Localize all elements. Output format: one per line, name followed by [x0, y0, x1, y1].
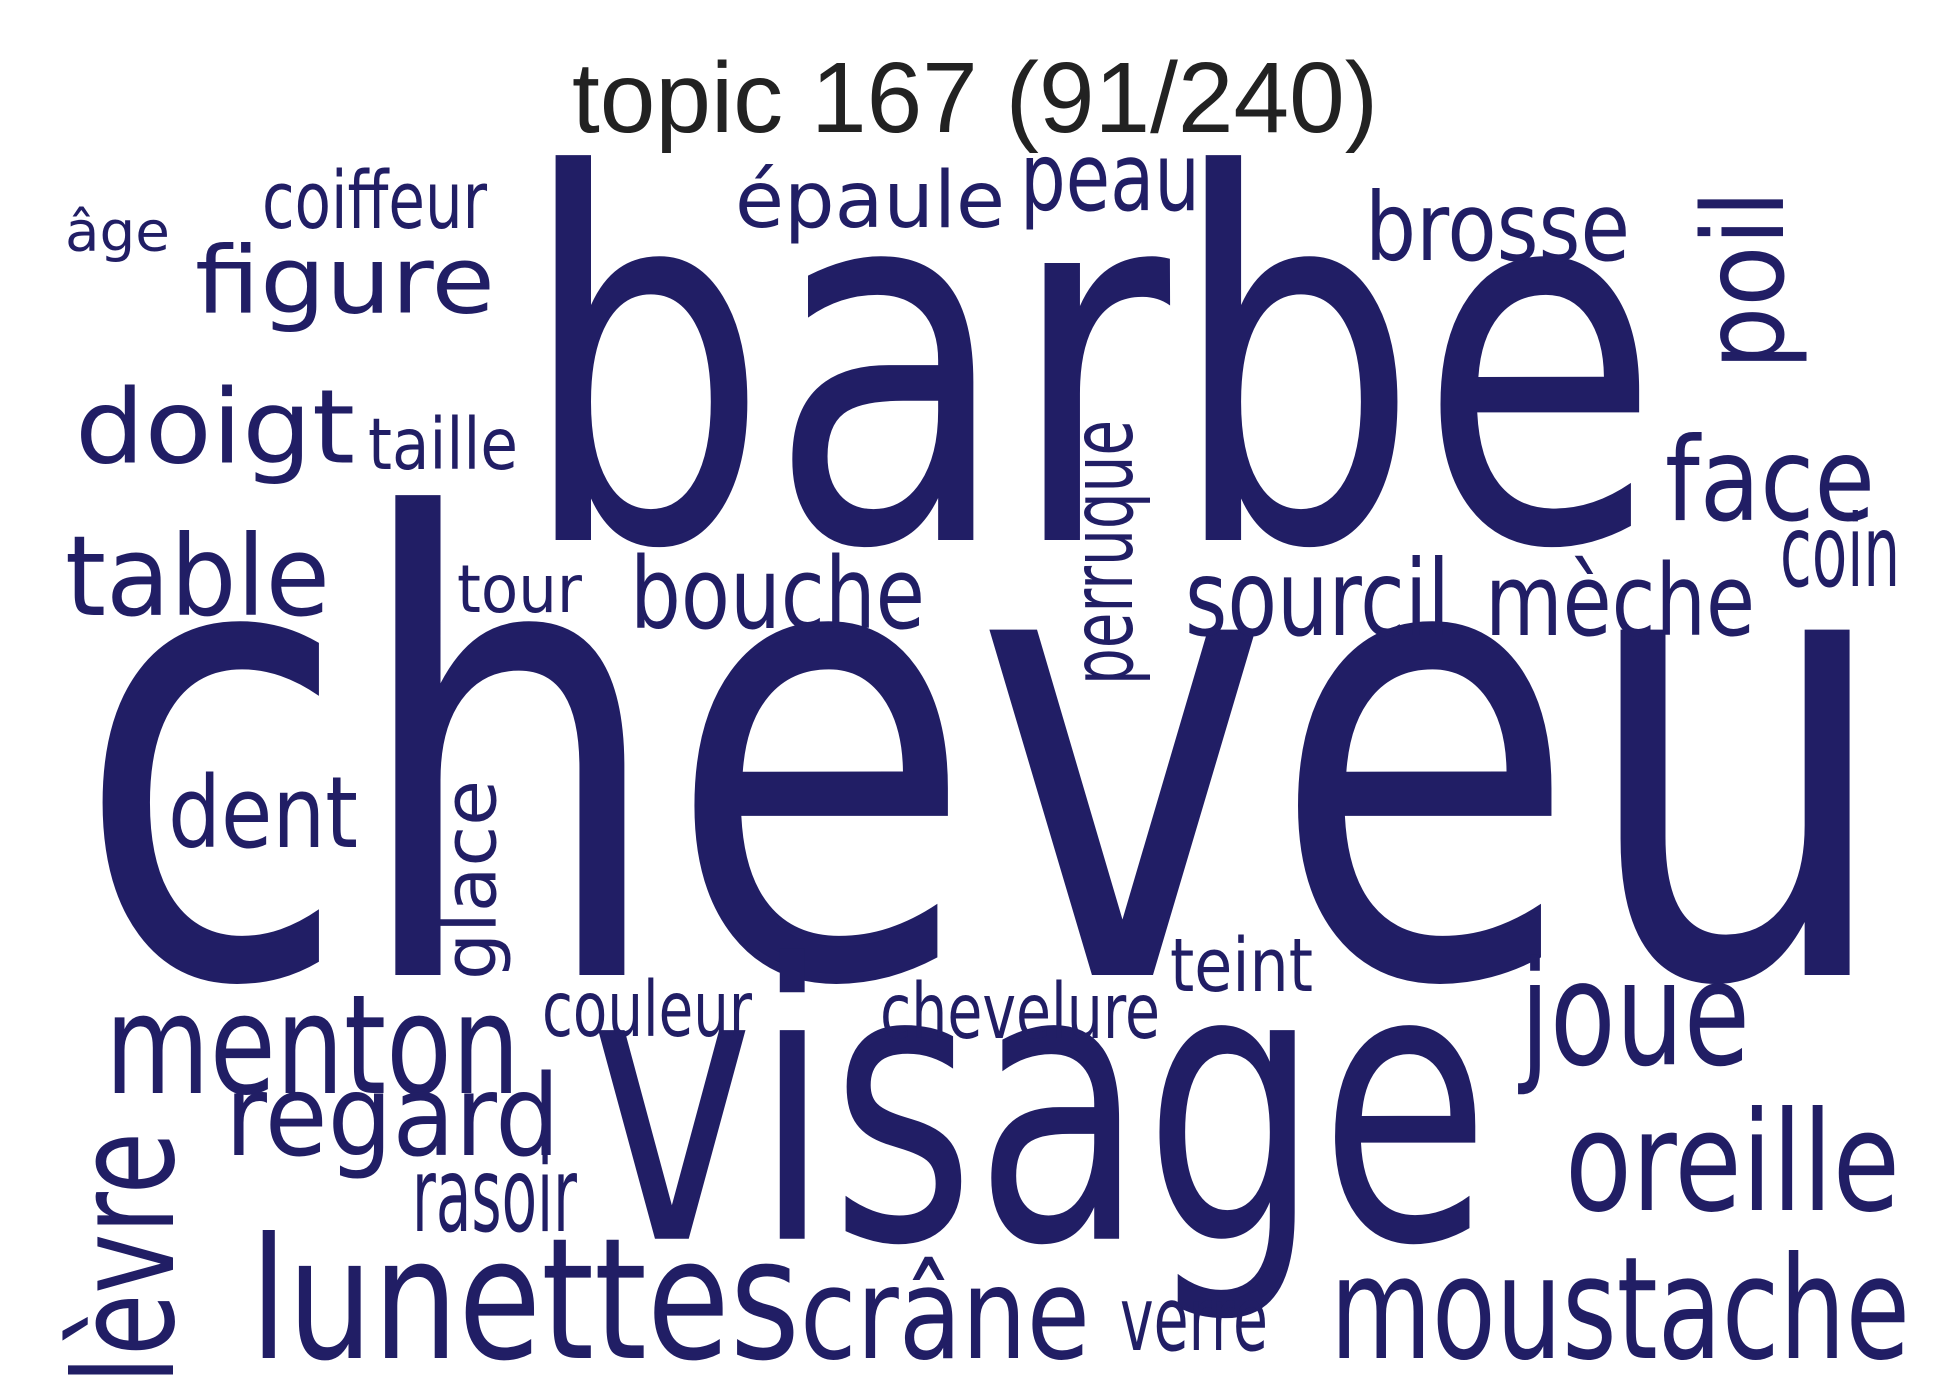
- word-33: coin: [1780, 493, 1900, 610]
- word-15: sourcil: [1185, 537, 1450, 660]
- word-26: chevelure: [880, 967, 1160, 1056]
- word-28: rasoir: [412, 1136, 577, 1256]
- word-11: table: [65, 512, 330, 642]
- word-32: tour: [457, 551, 583, 628]
- word-9: joue: [1518, 931, 1750, 1099]
- word-23: glace: [429, 780, 514, 980]
- word-12: figure: [195, 226, 495, 334]
- word-17: brosse: [1365, 173, 1630, 283]
- word-2: visage: [590, 885, 1490, 1329]
- word-7: regard: [225, 1050, 560, 1182]
- word-3: lunettes: [250, 1202, 800, 1398]
- word-25: couleur: [542, 965, 752, 1054]
- word-16: bouche: [630, 537, 925, 652]
- word-5: crâne: [800, 1241, 1090, 1388]
- word-6: menton: [105, 965, 520, 1126]
- word-8: oreille: [1565, 1082, 1900, 1243]
- word-34: âge: [65, 200, 170, 264]
- word-27: coiffeur: [262, 155, 487, 247]
- word-13: face: [1665, 414, 1875, 548]
- word-10: doigt: [75, 368, 355, 488]
- word-0: cheveu: [75, 389, 1895, 1124]
- word-31: verre: [1120, 1268, 1268, 1372]
- word-18: épaule: [735, 155, 1005, 246]
- word-14: lèvre: [45, 1132, 206, 1384]
- word-19: peau: [1020, 123, 1200, 233]
- page-title: topic 167 (91/240): [571, 42, 1379, 154]
- word-22: poil: [1678, 190, 1810, 370]
- word-21: dent: [168, 756, 358, 871]
- word-1: barbe: [520, 71, 1660, 660]
- word-4: moustache: [1330, 1226, 1910, 1392]
- word-24: perruque: [1054, 420, 1153, 685]
- word-29: teint: [1170, 924, 1313, 1009]
- word-30: taille: [368, 403, 518, 486]
- word-20: mèche: [1485, 544, 1755, 659]
